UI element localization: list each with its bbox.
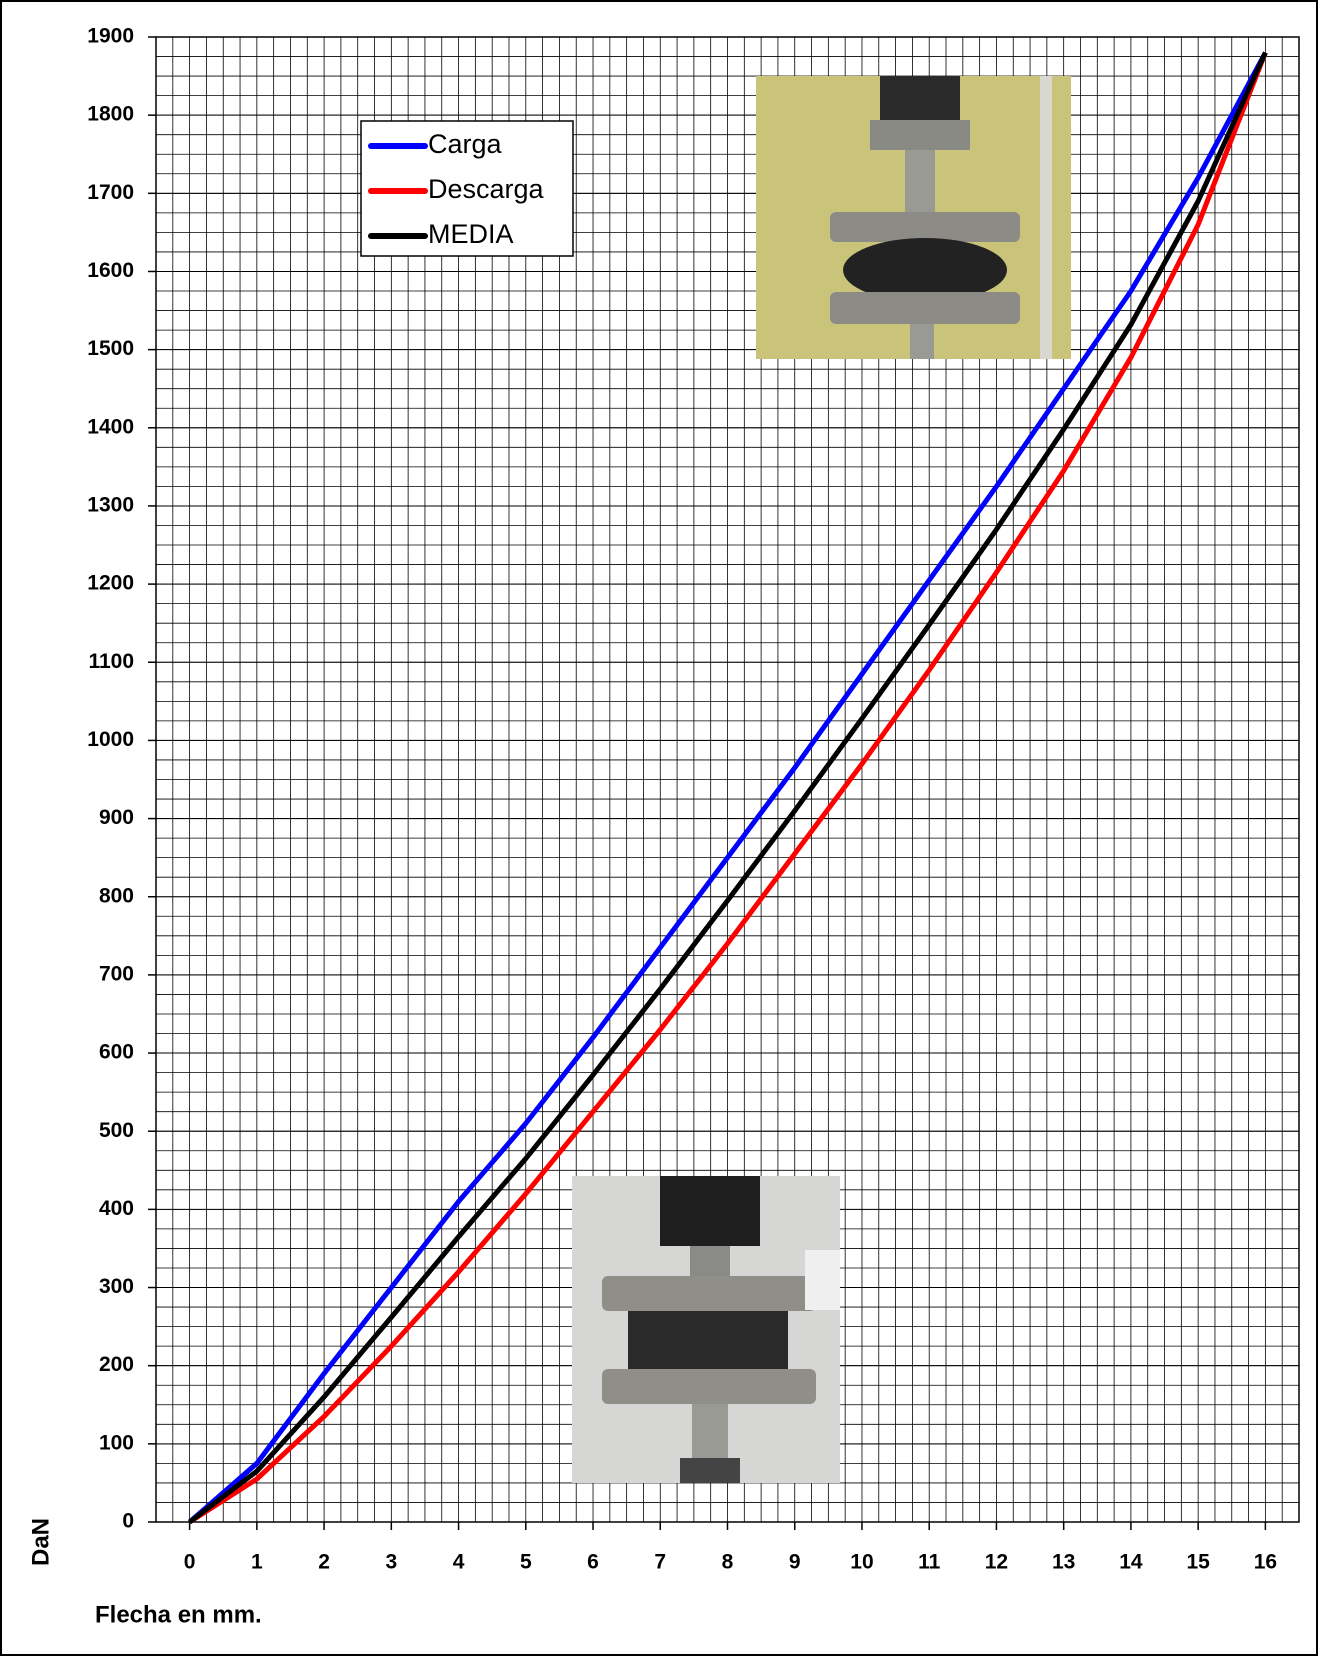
y-tick-label: 700 — [99, 962, 134, 985]
y-tick-label: 500 — [99, 1119, 134, 1142]
plot-border — [155, 36, 1300, 1523]
x-tick-label: 4 — [453, 1551, 465, 1574]
lines — [187, 51, 1268, 1525]
y-tick-label: 1600 — [87, 259, 134, 282]
x-tick-label: 10 — [850, 1551, 873, 1574]
x-tick-label: 12 — [985, 1551, 1008, 1574]
x-tick-label: 7 — [654, 1551, 666, 1574]
series-line — [188, 51, 1268, 1525]
x-tick-label: 3 — [385, 1551, 397, 1574]
y-tick-label: 1700 — [87, 181, 134, 204]
y-tick-label: 400 — [99, 1197, 134, 1220]
x-tick-label: 9 — [789, 1551, 801, 1574]
legend-label: MEDIA — [428, 219, 514, 249]
x-tick-label: 6 — [587, 1551, 599, 1574]
x-tick-label: 8 — [722, 1551, 734, 1574]
y-tick-label: 1100 — [88, 650, 134, 673]
y-tick-label: 900 — [99, 806, 134, 829]
y-tick-label: 300 — [99, 1275, 134, 1298]
y-tick-label: 1800 — [87, 103, 134, 126]
x-tick-label: 5 — [520, 1551, 532, 1574]
x-tick-label: 1 — [251, 1551, 263, 1574]
y-tick-label: 800 — [99, 884, 134, 907]
y-tick-label: 600 — [99, 1041, 134, 1064]
legend: Carga Descarga MEDIA — [360, 120, 574, 257]
legend-label: Descarga — [428, 174, 545, 204]
y-tick-label: 1000 — [87, 728, 134, 751]
legend-label: Carga — [428, 129, 503, 159]
y-axis-title: DaN — [27, 1518, 54, 1566]
photo — [572, 1176, 840, 1483]
x-tick-label: 2 — [318, 1551, 330, 1574]
x-tick-label: 14 — [1119, 1551, 1143, 1574]
photo — [756, 76, 1071, 359]
y-tick-label: 1300 — [87, 493, 134, 516]
x-tick-label: 16 — [1254, 1551, 1277, 1574]
x-tick-label: 11 — [918, 1551, 941, 1574]
x-tick-label: 15 — [1186, 1551, 1210, 1574]
y-tick-label: 1500 — [87, 337, 134, 360]
y-tick-label: 1200 — [87, 572, 134, 595]
y-tick-label: 100 — [99, 1431, 134, 1454]
y-tick-label: 0 — [122, 1510, 134, 1533]
y-tick-label: 200 — [99, 1353, 134, 1376]
y-tick-label: 1900 — [87, 25, 134, 48]
x-tick-label: 13 — [1052, 1551, 1075, 1574]
x-axis-title: Flecha en mm. — [95, 1601, 262, 1628]
series-line — [188, 51, 1268, 1524]
y-tick-label: 1400 — [87, 415, 134, 438]
x-tick-label: 0 — [184, 1551, 196, 1574]
series-line — [187, 51, 1268, 1524]
